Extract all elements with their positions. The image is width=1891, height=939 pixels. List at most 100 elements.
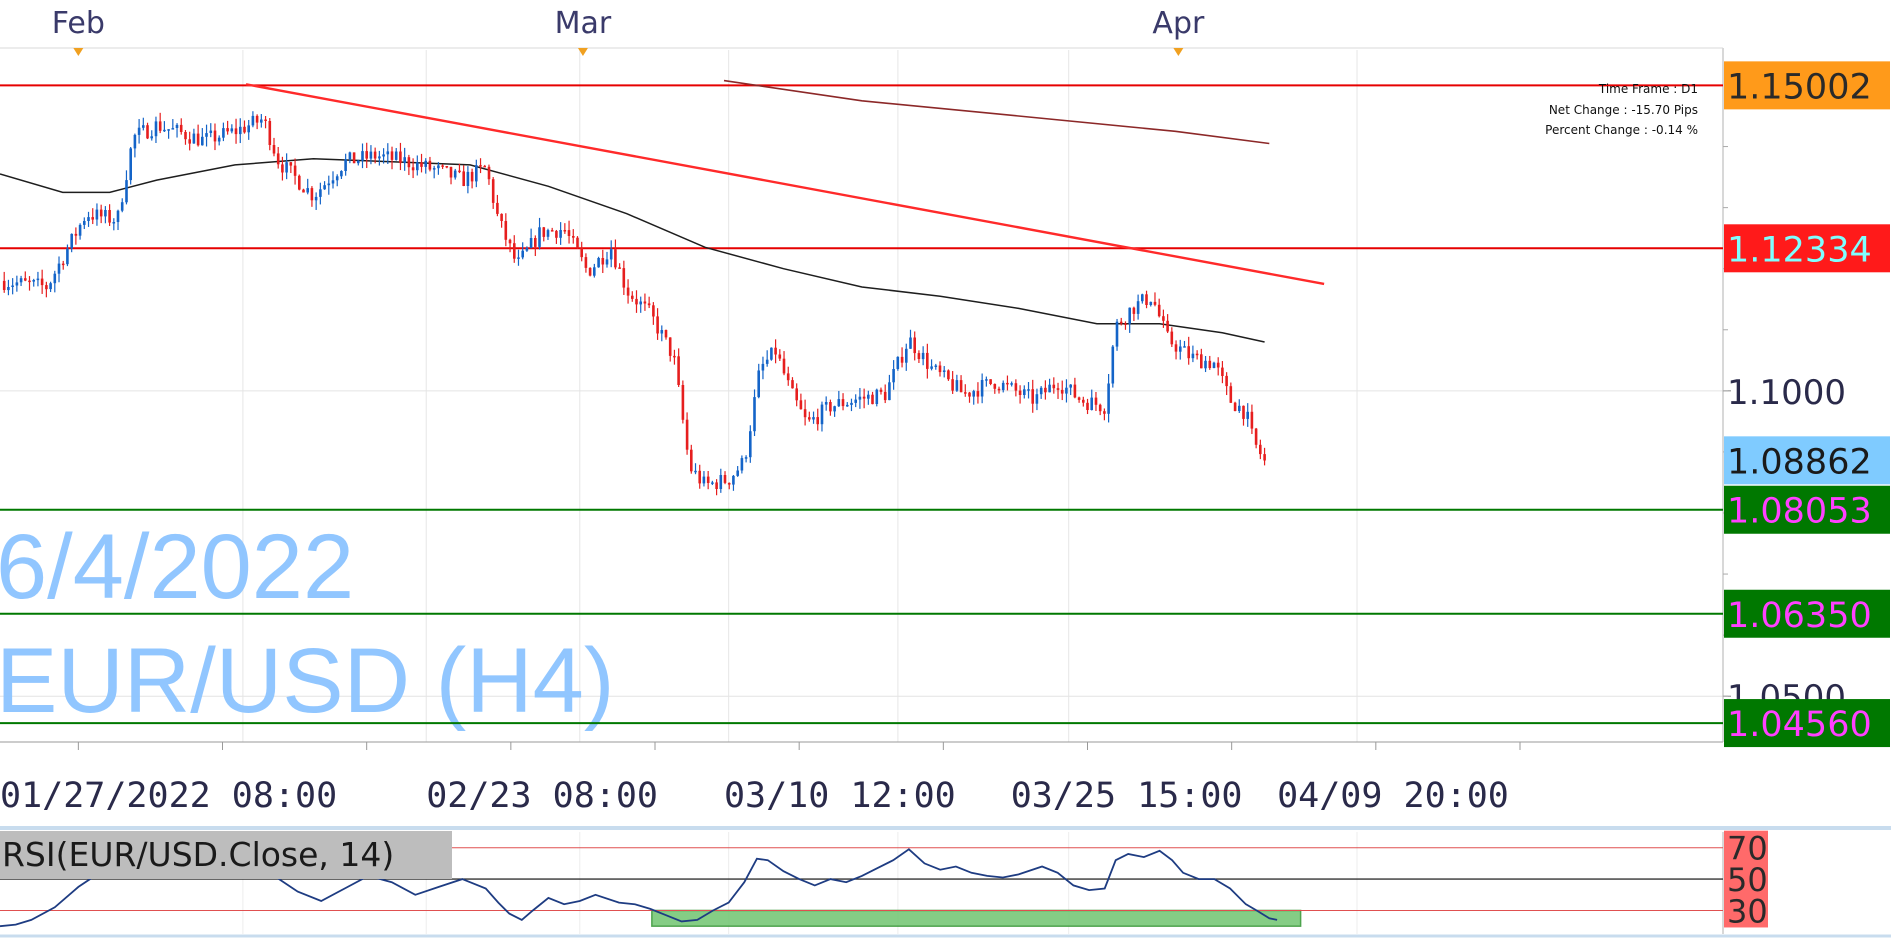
candle-body <box>871 394 874 405</box>
candle-body <box>647 303 651 306</box>
candle-body <box>167 129 170 131</box>
candle-body <box>78 224 82 236</box>
candle-body <box>285 162 288 173</box>
candle-body <box>652 305 655 317</box>
candle-body <box>150 136 153 139</box>
candle-body <box>255 115 259 123</box>
candle-body <box>588 267 592 276</box>
candle-body <box>546 230 550 237</box>
candle-body <box>1094 397 1098 405</box>
candle-body <box>314 196 318 201</box>
candle-body <box>407 157 411 168</box>
candle-body <box>386 151 390 155</box>
candle-body <box>373 151 377 159</box>
candle-body <box>1208 360 1212 368</box>
candle-body <box>416 162 419 171</box>
candle-body <box>331 180 335 184</box>
candle-body <box>491 179 495 203</box>
candle-body <box>142 125 145 128</box>
candle-body <box>394 151 398 160</box>
candle-body <box>753 397 756 432</box>
long-moving-average <box>723 79 1270 145</box>
candle-body <box>251 115 255 126</box>
candle-body <box>1204 360 1207 369</box>
candle-body <box>942 370 946 372</box>
candle-body <box>196 133 200 146</box>
info-box: Time Frame : D1 Net Change : -15.70 Pips… <box>1545 82 1698 137</box>
candle-body <box>7 287 10 291</box>
candle-body <box>365 151 368 159</box>
candle-body <box>723 475 727 483</box>
candle-body <box>1157 304 1161 317</box>
candle-body <box>1128 307 1131 324</box>
price-tag-box <box>1724 485 1890 534</box>
candle-body <box>234 128 238 135</box>
candle-body <box>799 400 803 410</box>
candle-body <box>614 249 617 268</box>
candle-body <box>875 389 879 404</box>
candle-body <box>327 183 331 186</box>
candle-body <box>357 160 360 164</box>
candle-body <box>1225 375 1228 387</box>
candle-body <box>643 301 647 304</box>
rsi-level-tag <box>1724 830 1768 865</box>
candle-body <box>1035 394 1039 404</box>
candle-body <box>188 139 191 144</box>
x-tick-label: 01/27/2022 08:00 <box>0 776 337 816</box>
candle-body <box>428 160 432 170</box>
candle-body <box>955 380 959 391</box>
candle-body <box>1010 383 1013 385</box>
candle-body <box>24 278 27 281</box>
candle-body <box>1141 294 1144 302</box>
candle-body <box>1111 346 1115 384</box>
candle-body <box>820 404 824 425</box>
candle-body <box>900 356 904 363</box>
candle-body <box>293 165 297 176</box>
candle-body <box>782 358 786 374</box>
candle-body <box>171 128 175 130</box>
candle-body <box>694 470 697 473</box>
candle-body <box>1153 301 1157 305</box>
rsi-level-tag <box>1724 862 1768 897</box>
candle-body <box>921 352 925 360</box>
candle-body <box>179 124 183 132</box>
moving-average <box>0 158 1265 343</box>
candle-body <box>833 406 836 412</box>
x-tick-label: 04/09 20:00 <box>1277 776 1509 816</box>
candle-body <box>201 136 204 146</box>
candle-body <box>411 167 415 171</box>
candle-body <box>264 119 267 121</box>
price-tag-box <box>1724 224 1890 273</box>
candle-body <box>719 475 723 489</box>
candle-body <box>209 130 213 133</box>
price-tag-label: 1.08862 <box>1727 442 1872 482</box>
candle-body <box>1216 362 1220 368</box>
candle-body <box>104 210 107 217</box>
candle-body <box>239 126 242 135</box>
candle-body <box>1238 405 1241 411</box>
candle-body <box>437 165 440 169</box>
candle-body <box>521 250 524 258</box>
candle-body <box>1132 307 1136 314</box>
candle-body <box>542 227 546 237</box>
candle-body <box>57 263 61 274</box>
candle-body <box>289 162 293 166</box>
candle-body <box>850 402 853 405</box>
candle-body <box>702 476 706 484</box>
candle-body <box>129 148 132 181</box>
candle-body <box>517 257 520 259</box>
candle-body <box>382 154 385 157</box>
candle-body <box>774 347 777 355</box>
candle-body <box>846 404 849 407</box>
candle-body <box>529 238 533 248</box>
candle-body <box>108 210 111 223</box>
candle-body <box>580 248 583 258</box>
candle-body <box>934 365 938 367</box>
month-label: Feb <box>52 6 105 41</box>
candle-body <box>656 316 659 334</box>
rsi-label: RSI(EUR/USD.Close, 14) <box>2 835 394 874</box>
candle-body <box>217 137 221 142</box>
candle-body <box>1082 399 1085 403</box>
info-time-frame: Time Frame : D1 <box>1598 82 1698 96</box>
candle-body <box>420 162 423 167</box>
